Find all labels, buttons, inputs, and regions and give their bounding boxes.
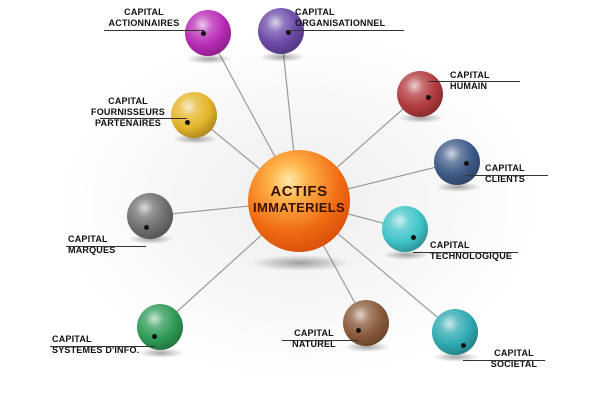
sphere-marques: [127, 193, 173, 239]
center-label-line2: IMMATERIELS: [253, 200, 345, 215]
connector-dot: [152, 334, 157, 339]
label-societal: CAPITAL SOCIETAL: [486, 348, 542, 370]
label-line: CAPITAL: [68, 234, 108, 244]
label-line: CAPITAL: [494, 348, 534, 358]
connector-dot: [144, 225, 149, 230]
label-underline: [50, 346, 155, 347]
connector-dot: [201, 31, 206, 36]
sphere-shadow: [435, 182, 481, 192]
label-underline: [100, 118, 187, 119]
sphere-shadow: [138, 348, 184, 358]
label-line: PARTENAIRES: [94, 118, 162, 128]
label-underline: [466, 175, 548, 176]
label-line: CAPITAL: [485, 163, 525, 173]
label-underline: [428, 81, 520, 82]
label-line: FOURNISSEURS: [91, 107, 165, 117]
label-systemes: CAPITAL SYSTEMES D'INFO.: [52, 334, 139, 356]
label-line: CAPITAL: [52, 334, 92, 344]
label-line: HUMAIN: [450, 81, 488, 91]
label-humain: CAPITAL HUMAIN: [450, 70, 490, 92]
label-organisationnel: CAPITAL ORGANISATIONNEL: [295, 7, 385, 29]
center-label-line1: ACTIFS: [270, 183, 328, 200]
label-line: CAPITAL: [450, 70, 490, 80]
sphere-organisationnel: [258, 8, 304, 54]
label-clients: CAPITAL CLIENTS: [485, 163, 525, 185]
label-line: CAPITAL: [430, 240, 470, 250]
label-naturel: CAPITAL NATUREL: [283, 328, 345, 350]
connector-dot: [185, 120, 190, 125]
sphere-humain: [397, 71, 443, 117]
label-line: CAPITAL: [295, 7, 335, 17]
label-underline: [282, 340, 358, 341]
sphere-technologique: [382, 206, 428, 252]
label-line: CAPITAL: [108, 96, 148, 106]
center-label: ACTIFS IMMATERIELS: [248, 183, 350, 216]
label-line: CAPITAL: [124, 7, 164, 17]
sphere-actionnaires: [185, 10, 231, 56]
label-marques: CAPITAL MARQUES: [68, 234, 115, 256]
label-line: ACTIONNAIRES: [108, 18, 180, 28]
label-underline: [413, 252, 518, 253]
label-underline: [66, 246, 146, 247]
sphere-societal: [432, 309, 478, 355]
sphere-fournisseurs: [171, 92, 217, 138]
center-sphere: [248, 150, 350, 252]
connector-dot: [426, 95, 431, 100]
sphere-naturel: [343, 300, 389, 346]
label-fournisseurs: CAPITAL FOURNISSEURS PARTENAIRES: [88, 96, 168, 129]
sphere-shadow: [172, 134, 218, 144]
connector-dot: [286, 30, 291, 35]
label-underline: [463, 360, 545, 361]
sphere-shadow: [128, 234, 174, 244]
label-line: SYSTEMES D'INFO.: [52, 345, 140, 355]
sphere-shadow: [259, 52, 305, 62]
sphere-shadow: [433, 352, 479, 362]
center-sphere-shadow: [250, 255, 350, 271]
label-line: CLIENTS: [485, 174, 525, 184]
connector-dot: [411, 235, 416, 240]
label-line: TECHNOLOGIQUE: [430, 251, 513, 261]
label-line: CAPITAL: [294, 328, 334, 338]
connector-dot: [461, 343, 466, 348]
sphere-shadow: [344, 342, 390, 352]
label-underline: [286, 30, 404, 31]
sphere-shadow: [383, 250, 429, 260]
label-line: ORGANISATIONNEL: [295, 18, 386, 28]
label-actionnaires: CAPITAL ACTIONNAIRES: [104, 7, 184, 29]
label-line: MARQUES: [68, 245, 116, 255]
connector-dot: [356, 328, 361, 333]
sphere-shadow: [186, 54, 232, 64]
sphere-shadow: [398, 113, 444, 123]
label-line: SOCIETAL: [490, 359, 538, 369]
label-line: NATUREL: [292, 339, 336, 349]
sphere-systemes: [137, 304, 183, 350]
label-technologique: CAPITAL TECHNOLOGIQUE: [430, 240, 512, 262]
sphere-clients: [434, 139, 480, 185]
label-underline: [104, 30, 204, 31]
connector-dot: [464, 161, 469, 166]
